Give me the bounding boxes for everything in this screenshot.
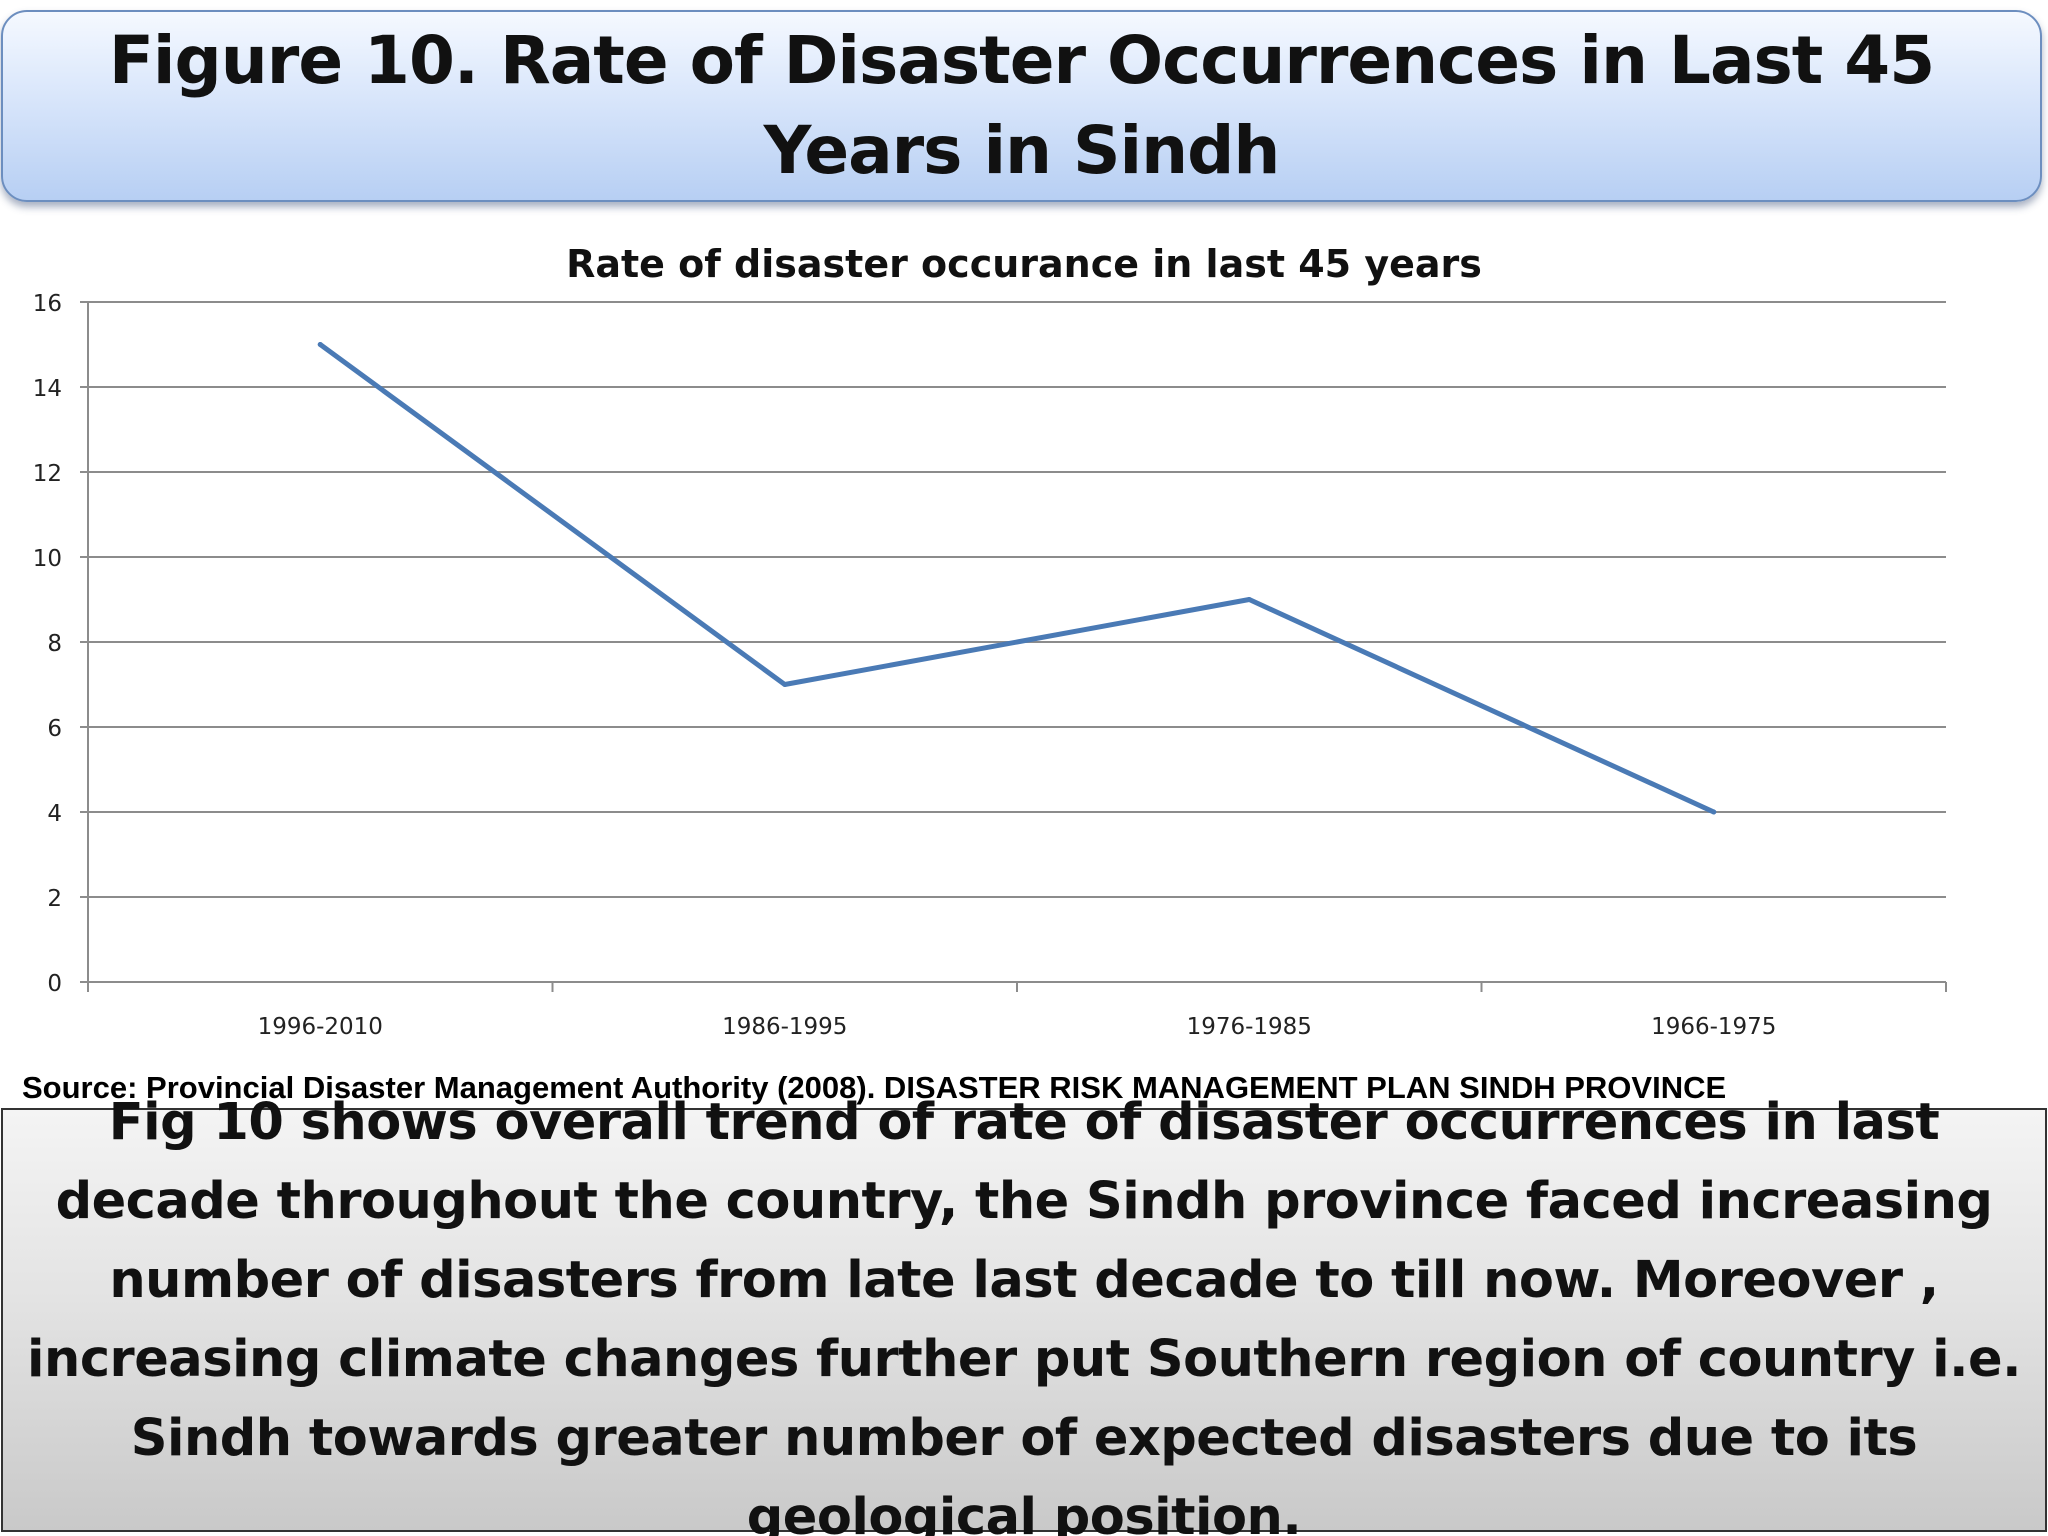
y-tick-label: 4 [47, 801, 62, 827]
y-tick-label: 10 [33, 546, 62, 572]
source-citation: Source: Provincial Disaster Management A… [22, 1070, 1727, 1105]
y-tick-label: 16 [33, 291, 62, 317]
y-tick-label: 0 [47, 971, 62, 997]
data-point [1711, 809, 1717, 815]
y-tick-label: 12 [33, 461, 62, 487]
y-tick-labels: 0 2 4 6 8 10 12 14 16 [33, 291, 62, 997]
series-layer [317, 342, 1717, 815]
x-tick-label: 1966-1975 [1651, 1014, 1776, 1040]
y-tick-label: 6 [47, 716, 62, 742]
gridlines [88, 301, 1946, 898]
title-banner: Figure 10. Rate of Disaster Occurrences … [1, 10, 2042, 202]
y-tick-label: 8 [47, 631, 62, 657]
y-tick-label: 2 [47, 886, 62, 912]
summary-box: Fig 10 shows overall trend of rate of di… [1, 1093, 2047, 1536]
data-point [1246, 597, 1252, 602]
x-tick-label: 1976-1985 [1187, 1014, 1312, 1040]
summary-text: Fig 10 shows overall trend of rate of di… [27, 1093, 2021, 1536]
x-tick-label: 1996-2010 [258, 1014, 383, 1040]
y-tick-label: 14 [33, 376, 62, 402]
x-tick-label: 1986-1995 [722, 1014, 847, 1040]
slide-title: Figure 10. Rate of Disaster Occurrences … [108, 22, 1935, 189]
data-point [317, 342, 323, 347]
chart-title: Rate of disaster occurance in last 45 ye… [566, 242, 1482, 286]
series-line [317, 342, 1717, 815]
data-point [782, 682, 788, 687]
line-chart: Rate of disaster occurance in last 45 ye… [33, 242, 1947, 1040]
x-tick-labels: 1996-2010 1986-1995 1976-1985 1966-1975 [258, 1014, 1777, 1040]
axes [80, 301, 1947, 992]
